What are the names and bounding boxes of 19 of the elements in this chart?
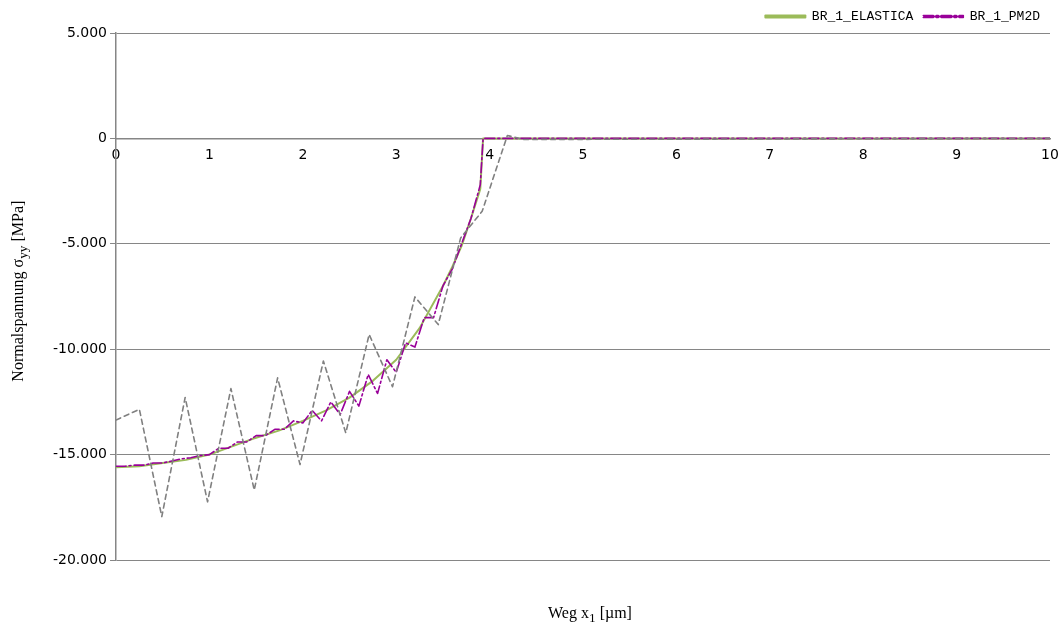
x-tick-label: 10	[1041, 146, 1059, 163]
x-tick-label: 9	[952, 146, 962, 163]
y-tick-label: -20.000	[52, 550, 108, 567]
y-tick-label: 0	[98, 129, 108, 146]
x-tick-label: 8	[858, 146, 868, 163]
y-tick-label: 5.000	[66, 23, 108, 40]
x-tick-label: 3	[391, 146, 401, 163]
x-axis-title: Weg x$_{1}$ [µm]	[547, 604, 633, 627]
y-tick-label: -5.000	[61, 234, 108, 251]
y-tick-label: -10.000	[52, 339, 108, 356]
x-tick-label: 7	[765, 146, 775, 163]
legend-label: BR_1_ELASTICA	[811, 8, 914, 24]
x-tick-label: 4	[485, 146, 495, 163]
x-tick-label: 2	[298, 146, 308, 163]
x-tick-label: 6	[671, 146, 681, 163]
x-tick-label: 1	[204, 146, 214, 163]
y-tick-label: -15.000	[52, 445, 108, 462]
legend-label: BR_1_PM2D	[969, 8, 1041, 24]
x-tick-label: 5	[578, 146, 588, 163]
